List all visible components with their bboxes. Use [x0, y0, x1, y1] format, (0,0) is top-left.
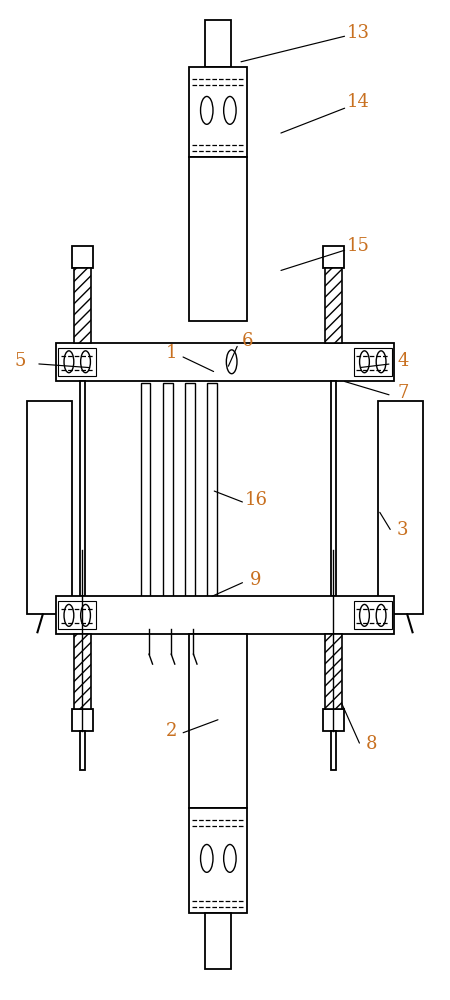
Bar	[323, 246, 344, 268]
Bar	[58, 601, 96, 629]
Bar	[323, 709, 344, 731]
Bar	[206, 20, 231, 67]
Bar	[331, 731, 336, 770]
Text: 14: 14	[347, 93, 370, 111]
Text: 5: 5	[15, 352, 26, 370]
Bar	[56, 596, 394, 634]
Bar	[189, 808, 247, 913]
Bar	[354, 348, 392, 376]
Text: 13: 13	[347, 24, 370, 42]
Text: 6: 6	[242, 332, 253, 350]
Bar	[189, 634, 247, 808]
Text: 7: 7	[397, 384, 409, 402]
Text: 16: 16	[245, 491, 268, 509]
Bar	[189, 67, 247, 157]
Bar	[140, 383, 150, 629]
Bar	[74, 268, 91, 343]
Bar	[206, 913, 231, 969]
Bar	[80, 731, 85, 770]
Text: 8: 8	[366, 735, 378, 753]
Bar	[325, 268, 342, 343]
Bar	[72, 246, 93, 268]
Bar	[163, 383, 172, 629]
Bar	[80, 381, 85, 596]
Bar	[56, 343, 394, 381]
Bar	[185, 383, 195, 629]
Text: 2: 2	[166, 722, 177, 740]
Bar	[331, 381, 336, 596]
Text: 15: 15	[347, 237, 370, 255]
Bar	[27, 401, 72, 614]
Text: 3: 3	[397, 521, 409, 539]
Text: 4: 4	[397, 352, 409, 370]
Bar	[207, 383, 217, 629]
Bar	[189, 157, 247, 321]
Bar	[378, 401, 423, 614]
Text: 9: 9	[250, 571, 262, 589]
Bar	[72, 709, 93, 731]
Bar	[354, 601, 392, 629]
Text: 1: 1	[166, 344, 177, 362]
Bar	[74, 634, 91, 709]
Bar	[58, 348, 96, 376]
Bar	[325, 634, 342, 709]
